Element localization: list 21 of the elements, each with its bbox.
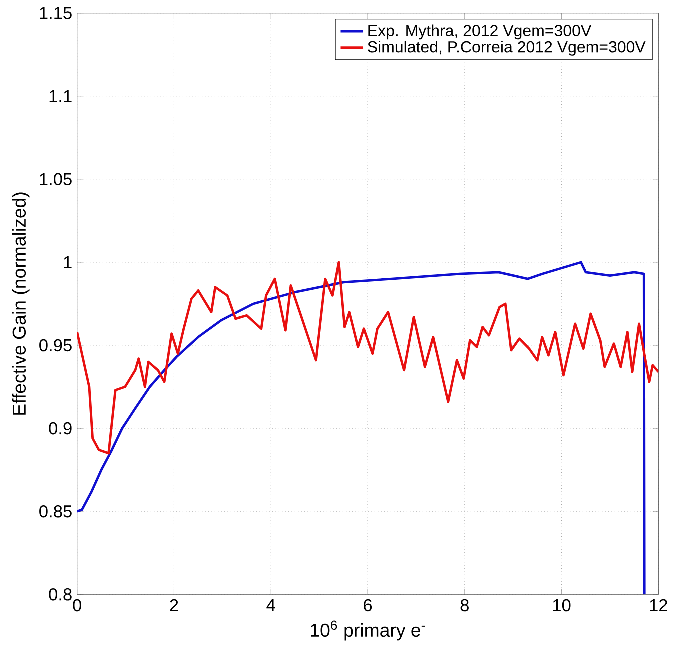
line-series	[77, 261, 646, 595]
x-tick-label: 12	[650, 599, 668, 612]
y-axis-title: Effective Gain (normalized)	[12, 192, 30, 415]
y-tick-label: 1	[64, 256, 72, 268]
legend-label: Simulated, P.Correia 2012 Vgem=300V	[368, 41, 646, 56]
x-tick-label: 10	[553, 599, 571, 612]
x-tick-label: 4	[266, 599, 276, 612]
x-tick-label: 2	[170, 599, 178, 612]
x-tick-label: 8	[460, 599, 469, 612]
y-tick-label: 0.95	[40, 339, 72, 352]
line-series	[77, 261, 659, 455]
legend-label: Exp. Mythra, 2012 Vgem=300V	[368, 24, 592, 40]
y-tick-label: 1.1	[50, 90, 72, 102]
y-tick-label: 0.85	[40, 505, 72, 518]
x-axis-title: 10$^{6}$ primary e$^{-}$	[311, 620, 426, 641]
x-tick-label: 6	[364, 599, 372, 612]
y-tick-label: 0.9	[49, 422, 72, 435]
y-tick-label: 1.15	[40, 7, 72, 20]
y-tick-label: 1.05	[40, 173, 72, 186]
y-tick-label: 0.8	[49, 588, 72, 601]
x-tick-label: 0	[73, 599, 82, 612]
